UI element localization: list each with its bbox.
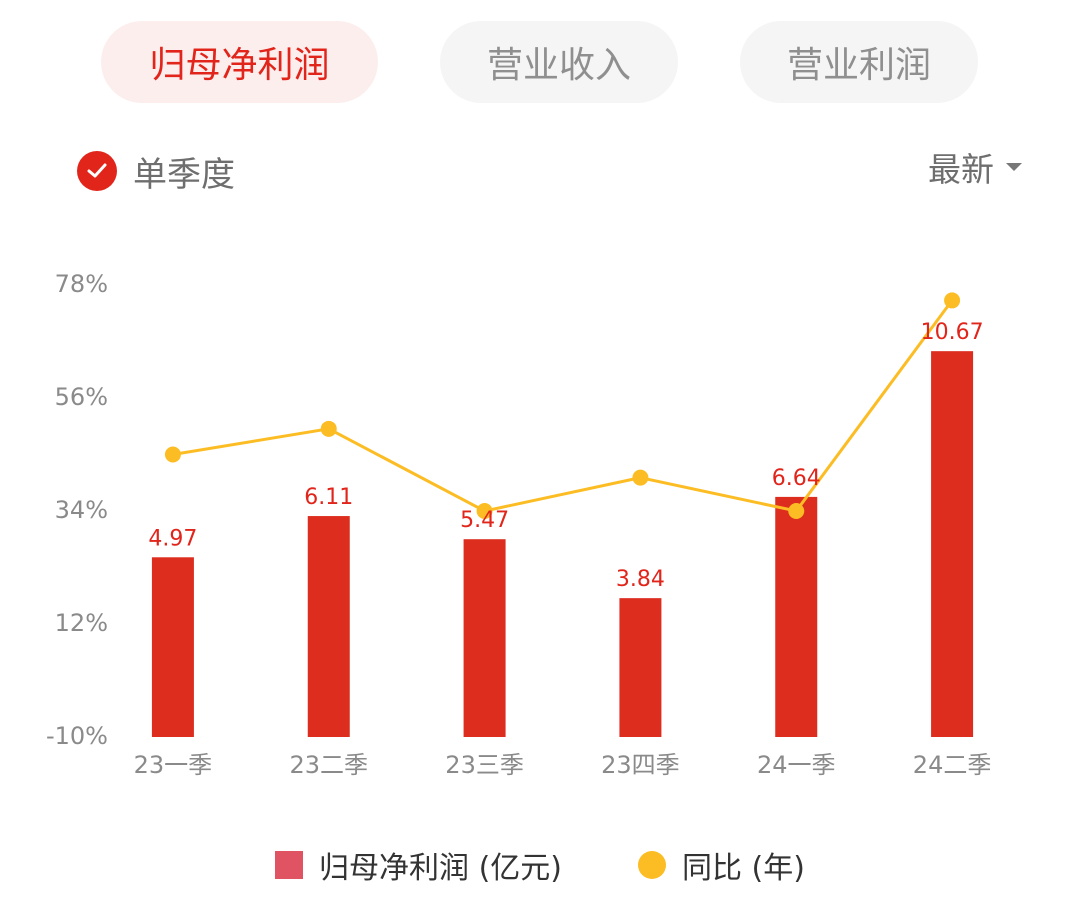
bar[interactable] [463, 539, 506, 737]
legend-dot-swatch [638, 851, 666, 879]
bar[interactable] [775, 496, 818, 737]
x-tick-label: 24一季 [757, 751, 836, 779]
legend-item-net-profit[interactable]: 归母净利润 (亿元) [275, 843, 562, 887]
legend-bar-swatch [275, 851, 304, 879]
bar-value-label: 10.67 [921, 320, 984, 345]
legend-item-yoy[interactable]: 同比 (年) [638, 843, 805, 887]
y-tick-label: 56% [55, 383, 108, 411]
metric-tabs: 归母净利润 营业收入 营业利润 [0, 21, 1080, 103]
sort-dropdown[interactable]: 最新 [928, 144, 1022, 190]
x-tick-label: 23一季 [134, 751, 213, 779]
yoy-point[interactable] [944, 292, 961, 309]
bar-value-label: 6.11 [304, 485, 353, 510]
y-tick-label: 34% [55, 496, 108, 524]
bar-value-label: 6.64 [772, 466, 821, 491]
single-quarter-label: 单季度 [133, 154, 235, 195]
x-tick-label: 23四季 [601, 751, 680, 779]
checkmark-icon [77, 151, 117, 191]
bar-value-label: 5.47 [460, 508, 509, 533]
chevron-down-icon [1006, 163, 1022, 171]
single-quarter-toggle[interactable]: 单季度 [77, 148, 235, 195]
y-tick-label: -10% [46, 722, 108, 750]
y-tick-label: 78% [55, 270, 108, 298]
chart-legend: 归母净利润 (亿元) 同比 (年) [0, 840, 1080, 890]
yoy-point[interactable] [788, 503, 805, 519]
legend-label-yoy: 同比 (年) [682, 851, 805, 886]
bar[interactable] [619, 598, 662, 737]
tab-net-profit[interactable]: 归母净利润 [101, 21, 378, 103]
x-tick-label: 23三季 [445, 751, 524, 779]
tab-operating-profit[interactable]: 营业利润 [740, 21, 978, 103]
bar[interactable] [151, 557, 194, 737]
tab-revenue[interactable]: 营业收入 [440, 21, 678, 103]
yoy-point[interactable] [476, 503, 493, 519]
bar[interactable] [307, 516, 350, 737]
yoy-line [172, 299, 954, 513]
chart-area: 78% 56% 34% 12% -10% 4.97 6.11 5.47 3.84 6.64 10.… [46, 270, 992, 779]
y-tick-label: 12% [55, 609, 108, 637]
bar[interactable] [931, 351, 974, 737]
sort-label: 最新 [928, 150, 994, 189]
yoy-point[interactable] [320, 420, 337, 437]
bar-value-label: 4.97 [148, 526, 197, 551]
x-tick-label: 24二季 [913, 751, 992, 779]
x-tick-label: 23二季 [289, 751, 368, 779]
yoy-point[interactable] [632, 469, 649, 486]
bar-value-label: 3.84 [616, 567, 665, 592]
legend-label-net-profit: 归母净利润 (亿元) [319, 851, 562, 886]
yoy-point[interactable] [164, 446, 181, 463]
